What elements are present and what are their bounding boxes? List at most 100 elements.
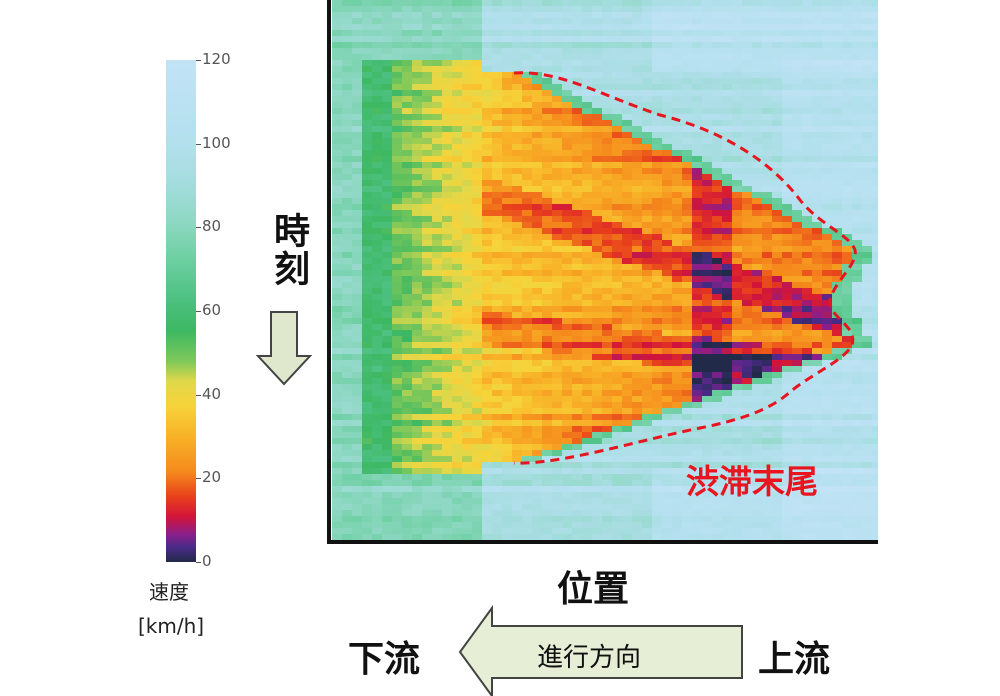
heatmap-cell [632, 108, 642, 114]
heatmap-cell [672, 222, 682, 228]
heatmap-cell [432, 474, 442, 480]
heatmap-cell [442, 156, 452, 162]
heatmap-cell [712, 270, 722, 276]
heatmap-cell [482, 534, 492, 540]
heatmap-cell [672, 264, 682, 270]
heatmap-cell [632, 486, 642, 492]
heatmap-cell [572, 510, 582, 516]
heatmap-cell [632, 324, 642, 330]
heatmap-cell [522, 432, 532, 438]
heatmap-cell [592, 126, 602, 132]
heatmap-cell [572, 522, 582, 528]
heatmap-cell [762, 390, 772, 396]
heatmap-cell [872, 486, 878, 492]
heatmap-cell [532, 336, 542, 342]
heatmap-cell [712, 258, 722, 264]
heatmap-cell [622, 294, 632, 300]
heatmap-cell [592, 210, 602, 216]
heatmap-cell [872, 168, 878, 174]
heatmap-cell [632, 390, 642, 396]
heatmap-cell [352, 330, 362, 336]
heatmap-cell [682, 444, 692, 450]
heatmap-cell [402, 516, 412, 522]
heatmap-cell [352, 72, 362, 78]
heatmap-cell [502, 114, 512, 120]
heatmap-cell [412, 420, 422, 426]
heatmap-cell [482, 96, 492, 102]
heatmap-cell [652, 222, 662, 228]
heatmap-cell [502, 288, 512, 294]
heatmap-cell [862, 300, 872, 306]
heatmap-cell [872, 372, 878, 378]
heatmap-cell [352, 420, 362, 426]
heatmap-cell [632, 60, 642, 66]
heatmap-cell [522, 12, 532, 18]
heatmap-cell [642, 198, 652, 204]
heatmap-cell [512, 138, 522, 144]
heatmap-cell [622, 24, 632, 30]
heatmap-cell [622, 522, 632, 528]
heatmap-cell [752, 390, 762, 396]
heatmap-cell [652, 234, 662, 240]
heatmap-cell [442, 354, 452, 360]
heatmap-cell [682, 246, 692, 252]
heatmap-cell [502, 282, 512, 288]
heatmap-cell [512, 528, 522, 534]
heatmap-cell [432, 174, 442, 180]
heatmap-cell [802, 78, 812, 84]
heatmap-cell [702, 12, 712, 18]
heatmap-cell [852, 216, 862, 222]
heatmap-cell [532, 468, 542, 474]
heatmap-cell [332, 168, 342, 174]
heatmap-cell [522, 420, 532, 426]
heatmap-cell [432, 318, 442, 324]
heatmap-cell [792, 96, 802, 102]
heatmap-cell [382, 114, 392, 120]
heatmap-cell [712, 528, 722, 534]
heatmap-cell [662, 30, 672, 36]
heatmap-cell [392, 48, 402, 54]
heatmap-cell [782, 186, 792, 192]
heatmap-cell [372, 222, 382, 228]
heatmap-cell [482, 54, 492, 60]
heatmap-cell [692, 54, 702, 60]
heatmap-cell [662, 306, 672, 312]
heatmap-cell [592, 324, 602, 330]
heatmap-cell [662, 438, 672, 444]
heatmap-cell [532, 132, 542, 138]
heatmap-cell [612, 258, 622, 264]
heatmap-cell [722, 78, 732, 84]
heatmap-cell [532, 402, 542, 408]
heatmap-cell [332, 132, 342, 138]
heatmap-cell [812, 138, 822, 144]
heatmap-cell [852, 426, 862, 432]
heatmap-cell [392, 300, 402, 306]
heatmap-cell [402, 420, 412, 426]
heatmap-cell [402, 234, 412, 240]
heatmap-cell [762, 6, 772, 12]
heatmap-cell [722, 150, 732, 156]
heatmap-cell [632, 246, 642, 252]
heatmap-cell [652, 156, 662, 162]
colorbar-tick-mark [196, 562, 201, 563]
heatmap-cell [742, 114, 752, 120]
heatmap-cell [472, 516, 482, 522]
heatmap-cell [332, 264, 342, 270]
heatmap-cell [342, 528, 352, 534]
heatmap-cell [832, 96, 842, 102]
heatmap-cell [392, 516, 402, 522]
heatmap-cell [432, 480, 442, 486]
heatmap-cell [802, 396, 812, 402]
heatmap-cell [462, 228, 472, 234]
heatmap-cell [502, 312, 512, 318]
heatmap-cell [842, 72, 852, 78]
heatmap-cell [662, 270, 672, 276]
heatmap-cell [372, 216, 382, 222]
heatmap-cell [672, 252, 682, 258]
heatmap-cell [572, 6, 582, 12]
heatmap-cell [592, 108, 602, 114]
heatmap-cell [342, 288, 352, 294]
heatmap-cell [492, 42, 502, 48]
heatmap-cell [612, 390, 622, 396]
heatmap-cell [442, 426, 452, 432]
